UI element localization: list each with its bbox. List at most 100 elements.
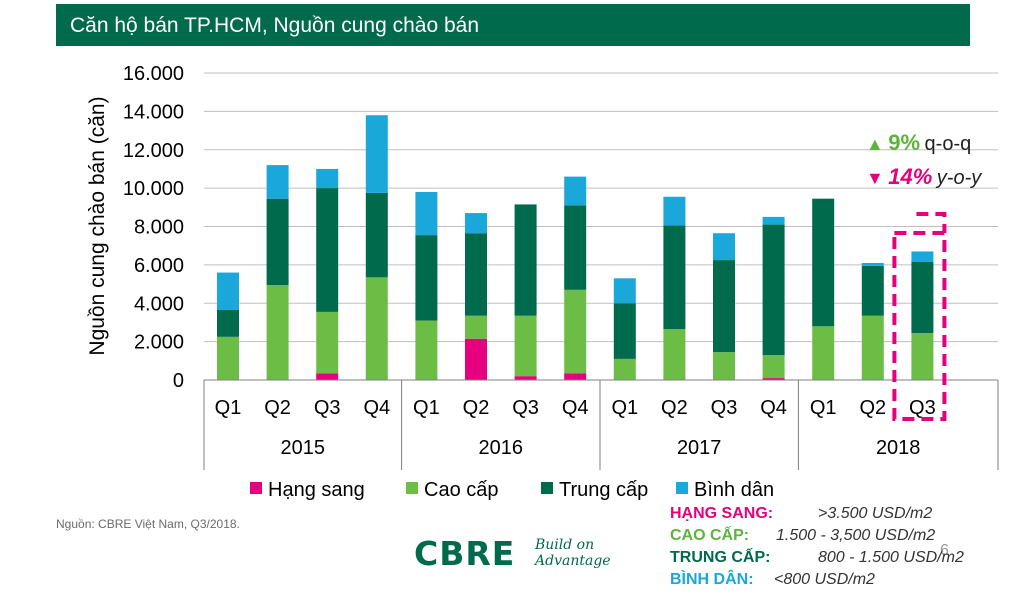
bar-segment bbox=[514, 204, 537, 316]
x-group-label: 2017 bbox=[677, 437, 722, 459]
highlight-box-top bbox=[916, 212, 947, 233]
legend-swatch bbox=[406, 482, 418, 494]
segment-range: <800 USD/m2 bbox=[774, 571, 875, 588]
bar-segment bbox=[713, 233, 735, 261]
bar-segment bbox=[415, 191, 438, 236]
bar-segment bbox=[465, 213, 487, 234]
bar-segment bbox=[762, 216, 785, 225]
page-title: Căn hộ bán TP.HCM, Nguồn cung chào bán bbox=[70, 14, 479, 37]
bar-segment bbox=[861, 262, 884, 266]
legend-label: Cao cấp bbox=[424, 479, 499, 501]
y-tick-label: 8.000 bbox=[134, 217, 184, 239]
segment-name: CAO CẤP: bbox=[670, 527, 750, 544]
bar-segment bbox=[812, 198, 835, 327]
qoq-value: 9% bbox=[888, 130, 921, 155]
x-tick-label: Q2 bbox=[264, 397, 291, 419]
cbre-logo: CBRE bbox=[414, 534, 516, 573]
y-tick-label: 6.000 bbox=[134, 255, 184, 277]
legend-swatch bbox=[541, 482, 553, 494]
bar-segment bbox=[911, 251, 934, 262]
bar-segment bbox=[911, 261, 934, 333]
x-group-label: 2016 bbox=[479, 437, 524, 459]
bar-segment bbox=[217, 309, 239, 337]
source-note: Nguồn: CBRE Việt Nam, Q3/2018. bbox=[56, 517, 240, 531]
x-group-label: 2015 bbox=[281, 437, 326, 459]
yoy-value: 14% bbox=[888, 164, 933, 189]
bar-segment bbox=[564, 205, 587, 290]
y-tick-label: 12.000 bbox=[123, 140, 184, 162]
bar-segment bbox=[564, 373, 587, 380]
x-tick-label: Q4 bbox=[363, 397, 390, 419]
segment-name: TRUNG CẤP: bbox=[670, 549, 771, 566]
tagline-line-2: Advantage bbox=[535, 553, 611, 569]
x-tick-label: Q2 bbox=[859, 397, 886, 419]
bar-segment bbox=[465, 315, 487, 339]
bar-segment bbox=[613, 303, 636, 359]
bar-segment bbox=[266, 165, 289, 199]
bar-segment bbox=[663, 329, 686, 380]
qoq-label: q-o-q bbox=[924, 133, 972, 155]
x-tick-label: Q1 bbox=[413, 397, 440, 419]
y-axis-label: Nguồn cung chào bán (căn) bbox=[86, 96, 109, 355]
bar-segment bbox=[266, 198, 289, 286]
tagline-line-1: Build on bbox=[535, 537, 595, 553]
x-tick-label: Q4 bbox=[760, 397, 787, 419]
x-tick-label: Q3 bbox=[512, 397, 539, 419]
legend-swatch bbox=[676, 482, 688, 494]
legend-label: Bình dân bbox=[694, 479, 774, 501]
bar-segment bbox=[713, 352, 735, 380]
bar-segment bbox=[217, 336, 239, 380]
y-tick-label: 2.000 bbox=[134, 332, 184, 354]
x-tick-label: Q3 bbox=[711, 397, 738, 419]
legend-label: Hạng sang bbox=[268, 479, 365, 501]
yoy-label: y-o-y bbox=[936, 167, 982, 189]
bar-segment bbox=[365, 115, 388, 193]
bar-segment bbox=[465, 233, 487, 316]
x-tick-label: Q1 bbox=[611, 397, 638, 419]
bar-segment bbox=[812, 326, 835, 380]
x-tick-label: Q1 bbox=[215, 397, 242, 419]
bar-segment bbox=[365, 192, 388, 278]
x-tick-label: Q3 bbox=[314, 397, 341, 419]
bar-segment bbox=[564, 289, 587, 374]
bar-segment bbox=[415, 320, 438, 380]
x-tick-label: Q3 bbox=[909, 397, 936, 419]
x-tick-label: Q4 bbox=[562, 397, 589, 419]
qoq-stat: ▲ 9% q-o-q bbox=[866, 130, 971, 156]
bar-segment bbox=[316, 168, 339, 189]
down-arrow-icon: ▼ bbox=[866, 168, 884, 188]
segment-range: 1.500 - 3,500 USD/m2 bbox=[776, 527, 936, 544]
bar-segment bbox=[514, 315, 537, 377]
segment-name: HẠNG SANG: bbox=[670, 505, 774, 522]
up-arrow-icon: ▲ bbox=[866, 134, 884, 154]
legend-label: Trung cấp bbox=[559, 479, 648, 501]
bar-segment bbox=[713, 260, 735, 353]
bar-segment bbox=[613, 358, 636, 380]
bar-segment bbox=[365, 277, 388, 380]
y-tick-label: 10.000 bbox=[123, 178, 184, 200]
bar-segment bbox=[861, 315, 884, 380]
yoy-stat: ▼ 14% y-o-y bbox=[866, 164, 981, 190]
bar-segment bbox=[266, 285, 289, 380]
y-tick-label: 14.000 bbox=[123, 101, 184, 123]
title-bar: Căn hộ bán TP.HCM, Nguồn cung chào bán bbox=[56, 4, 970, 46]
bar-segment bbox=[514, 376, 537, 380]
segment-name: BÌNH DÂN: bbox=[670, 571, 754, 588]
bar-segment bbox=[762, 224, 785, 356]
bar-segment bbox=[217, 272, 239, 310]
bar-segment bbox=[316, 311, 339, 374]
y-tick-label: 0 bbox=[173, 370, 184, 392]
segment-range: 800 - 1.500 USD/m2 bbox=[818, 549, 964, 566]
bar-segment bbox=[613, 278, 636, 304]
bar-segment bbox=[861, 265, 884, 316]
x-group-label: 2018 bbox=[876, 437, 921, 459]
bar-segment bbox=[316, 188, 339, 312]
bar-segment bbox=[762, 378, 785, 380]
cbre-tagline: Build on Advantage bbox=[535, 537, 611, 569]
x-tick-label: Q2 bbox=[661, 397, 688, 419]
bar-segment bbox=[564, 176, 587, 206]
y-tick-label: 16.000 bbox=[123, 63, 184, 85]
page-number: 6 bbox=[940, 542, 949, 559]
bar-segment bbox=[911, 332, 934, 380]
